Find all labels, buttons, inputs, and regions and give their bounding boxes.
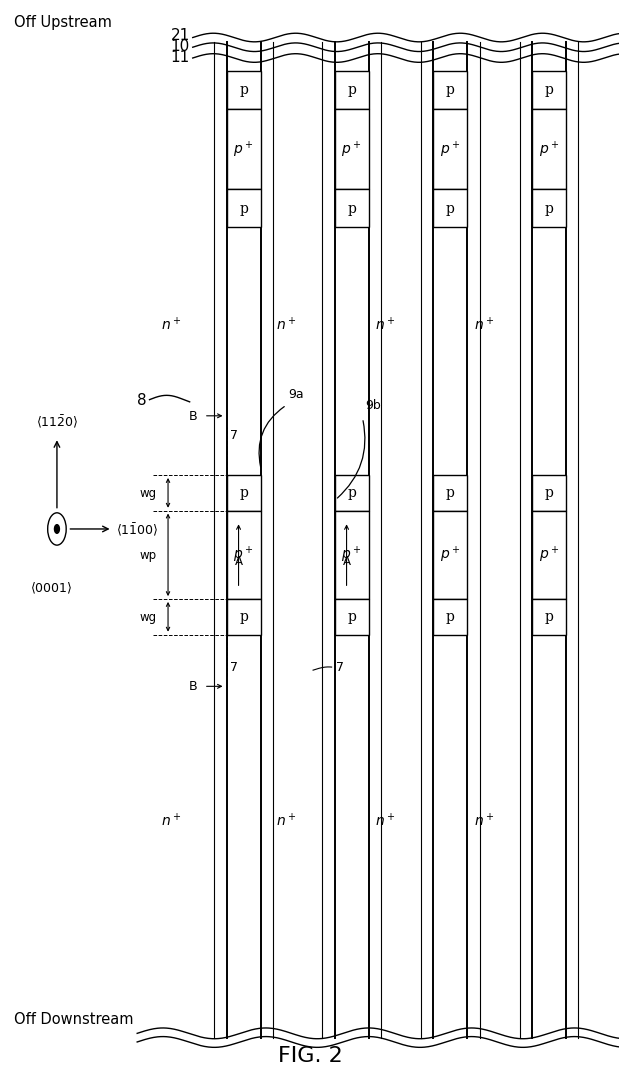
Text: p: p (545, 610, 554, 624)
Text: $p^+$: $p^+$ (342, 545, 362, 565)
Text: 11: 11 (170, 50, 190, 65)
Text: 21: 21 (170, 28, 190, 43)
Text: wg: wg (140, 610, 157, 623)
Text: p: p (545, 202, 554, 216)
Text: FIG. 2: FIG. 2 (278, 1045, 342, 1066)
Text: p: p (239, 486, 248, 500)
Text: Off Downstream: Off Downstream (14, 1012, 133, 1027)
Text: $\langle 1\bar{1}00\rangle$: $\langle 1\bar{1}00\rangle$ (115, 521, 158, 538)
Bar (532, 109, 566, 190)
Text: 7: 7 (231, 429, 238, 442)
Text: p: p (239, 202, 248, 216)
Bar (335, 71, 369, 109)
Text: $p^+$: $p^+$ (440, 545, 461, 565)
Text: 10: 10 (170, 39, 190, 54)
Text: p: p (347, 202, 356, 216)
Bar (335, 599, 369, 635)
Text: p: p (347, 83, 356, 97)
Text: p: p (545, 83, 554, 97)
Text: p: p (239, 83, 248, 97)
Text: 7: 7 (336, 661, 344, 674)
Text: p: p (446, 83, 455, 97)
Text: p: p (446, 610, 455, 624)
Text: p: p (545, 486, 554, 500)
Bar (335, 109, 369, 190)
Bar (532, 511, 566, 599)
Bar (227, 475, 260, 511)
Text: $p^+$: $p^+$ (234, 545, 254, 565)
Text: $\langle 0001\rangle$: $\langle 0001\rangle$ (30, 581, 72, 596)
Bar (227, 71, 260, 109)
Text: B: B (188, 680, 197, 693)
Text: $n^+$: $n^+$ (375, 316, 396, 334)
Text: p: p (446, 202, 455, 216)
Bar (227, 599, 260, 635)
Text: $\langle 11\bar{2}0\rangle$: $\langle 11\bar{2}0\rangle$ (36, 414, 78, 430)
Text: p: p (347, 610, 356, 624)
Text: $p^+$: $p^+$ (440, 139, 461, 160)
Bar (433, 71, 467, 109)
Text: 9b: 9b (366, 399, 381, 411)
Text: 9a: 9a (288, 388, 304, 401)
Text: $n^+$: $n^+$ (277, 811, 297, 828)
Text: Off Upstream: Off Upstream (14, 15, 112, 30)
Text: $n^+$: $n^+$ (161, 811, 181, 828)
Circle shape (55, 525, 60, 534)
Text: $p^+$: $p^+$ (539, 139, 559, 160)
Bar (532, 475, 566, 511)
Bar (532, 599, 566, 635)
Text: $n^+$: $n^+$ (375, 811, 396, 828)
Bar (433, 190, 467, 228)
Text: $p^+$: $p^+$ (342, 139, 362, 160)
Bar (335, 190, 369, 228)
Text: p: p (446, 486, 455, 500)
Bar (227, 109, 260, 190)
Text: $p^+$: $p^+$ (234, 139, 254, 160)
Bar (227, 511, 260, 599)
Bar (433, 599, 467, 635)
Bar (227, 190, 260, 228)
Text: A: A (343, 555, 350, 568)
Text: A: A (234, 555, 242, 568)
Text: $n^+$: $n^+$ (474, 811, 494, 828)
Text: $p^+$: $p^+$ (539, 545, 559, 565)
Bar (532, 71, 566, 109)
Text: $n^+$: $n^+$ (277, 316, 297, 334)
Bar (433, 109, 467, 190)
Text: B: B (188, 409, 197, 422)
Bar (433, 511, 467, 599)
Text: p: p (239, 610, 248, 624)
Text: $n^+$: $n^+$ (161, 316, 181, 334)
Bar (433, 475, 467, 511)
Text: $n^+$: $n^+$ (474, 316, 494, 334)
Bar (335, 475, 369, 511)
Text: 8: 8 (137, 392, 146, 407)
Text: p: p (347, 486, 356, 500)
Text: wp: wp (140, 549, 157, 562)
Bar (532, 190, 566, 228)
Bar (335, 511, 369, 599)
Text: 7: 7 (231, 661, 238, 674)
Text: wg: wg (140, 487, 157, 500)
